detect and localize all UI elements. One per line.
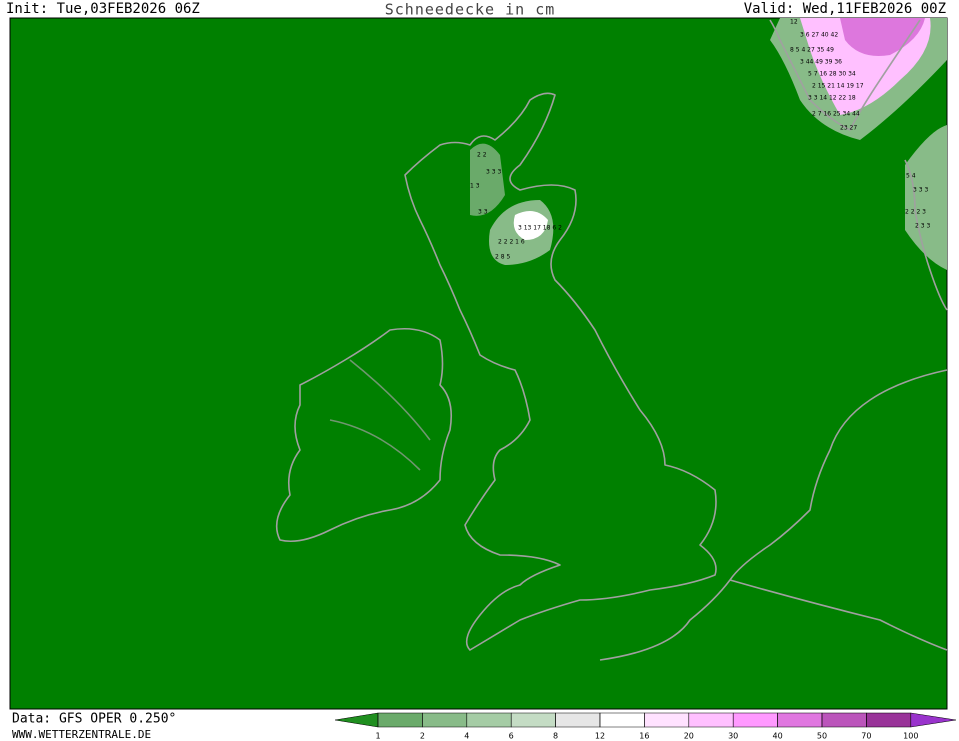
legend-arrow-high — [910, 712, 957, 728]
snow-depth-label: 8 5 4 27 35 49 — [790, 47, 834, 54]
snow-depth-label: 2 3 3 — [915, 223, 930, 230]
snow-depth-label: 2 2 2 1 6 — [498, 239, 525, 246]
legend-swatch — [777, 712, 823, 728]
init-time: Init: Tue,03FEB2026 06Z — [6, 1, 200, 17]
legend-tick-label: 40 — [773, 732, 783, 741]
legend-tick-label: 30 — [728, 732, 738, 741]
data-source: Data: GFS OPER 0.250° — [12, 712, 176, 727]
snow-depth-label: 2 2 — [477, 152, 487, 159]
legend-swatch — [688, 712, 734, 728]
legend-swatch — [466, 712, 512, 728]
snow-depth-label: 12 — [790, 19, 798, 26]
legend-swatch — [866, 712, 912, 728]
legend-tick-label: 1 — [375, 732, 380, 741]
legend-swatch — [821, 712, 867, 728]
snow-depth-label: 3 3 3 — [486, 169, 501, 176]
legend-tick-label: 16 — [639, 732, 649, 741]
legend-tick-label: 70 — [861, 732, 871, 741]
legend-swatch — [555, 712, 601, 728]
coastlines — [275, 19, 948, 661]
legend-swatch — [599, 712, 645, 728]
snow-depth-label: 3 44 49 39 36 — [800, 59, 842, 66]
snow-depth-label: 3 3 3 — [913, 187, 928, 194]
snow-depth-label: 3 13 17 18 6 2 — [518, 225, 562, 232]
snow-depth-label: 23 27 — [840, 125, 857, 132]
legend-swatch — [732, 712, 778, 728]
map-area — [9, 17, 948, 710]
snow-depth-label: 2 2 2 3 — [905, 209, 926, 216]
legend-tick-label: 4 — [464, 732, 469, 741]
snow-depth-label: 3 3 14 12 22 18 — [808, 95, 856, 102]
legend-tick-label: 12 — [595, 732, 605, 741]
valid-time: Valid: Wed,11FEB2026 00Z — [744, 1, 946, 17]
map-title: Schneedecke in cm — [385, 1, 556, 19]
legend-tick-label: 100 — [903, 732, 918, 741]
legend-tick-label: 6 — [509, 732, 514, 741]
snow-depth-label: 3 3 — [478, 209, 488, 216]
legend-tick-label: 2 — [420, 732, 425, 741]
website: WWW.WETTERZENTRALE.DE — [12, 728, 151, 741]
legend-tick-label: 20 — [684, 732, 694, 741]
snow-depth-label: 3 6 27 40 42 — [800, 32, 838, 39]
snow-depth-label: 5 7 16 28 30 34 — [808, 71, 856, 78]
legend-arrow-low — [334, 712, 379, 728]
legend-swatch — [377, 712, 423, 728]
snow-depth-label: 2 8 5 — [495, 254, 510, 261]
legend-swatch — [510, 712, 556, 728]
legend-swatch — [422, 712, 468, 728]
legend-swatch — [644, 712, 690, 728]
snow-depth-label: 1 3 — [470, 183, 480, 190]
snow-patches — [470, 18, 947, 270]
legend-tick-label: 50 — [817, 732, 827, 741]
snow-depth-labels: 2 2 3 3 3 1 3 3 3 3 13 17 18 6 2 2 2 2 1 6 2 8… — [470, 19, 930, 261]
snow-depth-label: 5 4 — [906, 173, 916, 180]
legend-tick-label: 8 — [553, 732, 558, 741]
snow-depth-label: 2 15 21 14 19 17 — [812, 83, 864, 90]
colorbar-legend: 1 2 4 6 8 12 16 20 30 40 50 70 100 — [334, 712, 957, 741]
snow-depth-label: 2 7 16 25 34 44 — [812, 111, 860, 118]
